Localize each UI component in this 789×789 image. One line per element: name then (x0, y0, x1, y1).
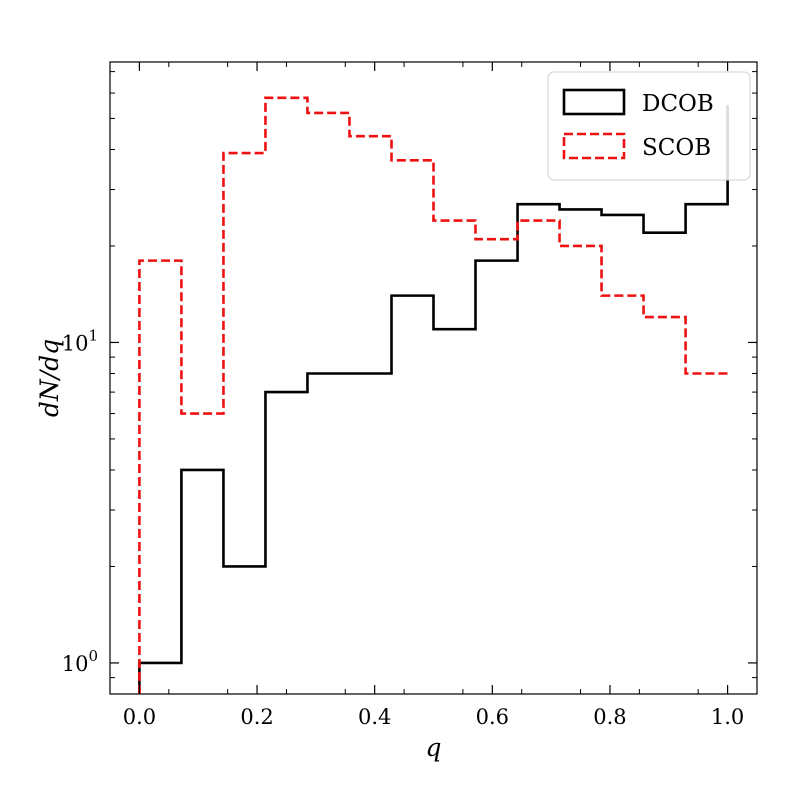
axes-layer: 0.0 0.2 0.4 0.6 0.8 1.0 100 101 q dN/dq (35, 62, 758, 762)
x-axis-title: q (425, 733, 441, 762)
legend: DCOB SCOB (547, 71, 751, 181)
series-layer (138, 96, 729, 694)
plot-area (109, 61, 758, 695)
legend-swatch-scob (562, 132, 626, 160)
x-tick-label: 0.0 (123, 705, 156, 729)
y-tick-label: 101 (62, 326, 98, 355)
legend-box (547, 71, 751, 181)
plot-frame (109, 61, 758, 695)
y-axis-title: dN/dq (35, 339, 64, 417)
x-tick-label: 1.0 (711, 705, 744, 729)
y-tick-label: 100 (62, 647, 98, 676)
series-dcob-step (138, 105, 729, 694)
x-tick-label: 0.4 (358, 705, 391, 729)
x-tick-label: 0.6 (476, 705, 509, 729)
legend-label-scob: SCOB (642, 135, 711, 161)
series-scob-step (138, 96, 728, 694)
x-tick-label: 0.8 (593, 705, 626, 729)
x-tick-label: 0.2 (240, 705, 273, 729)
legend-label-dcob: DCOB (642, 91, 714, 117)
legend-swatch-dcob (562, 88, 626, 116)
